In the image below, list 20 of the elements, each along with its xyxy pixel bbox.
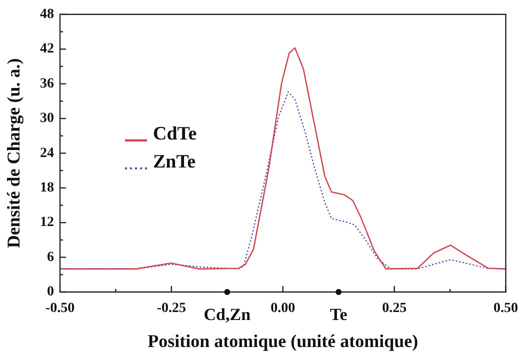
legend-label: ZnTe [153,151,196,172]
y-tick-label: 42 [40,42,54,57]
x-axis-title: Position atomique (unité atomique) [148,330,418,351]
x-tick-label: -0.50 [45,301,75,316]
y-axis-title: Densité de Charge (u. a.) [3,58,24,248]
x-tick-label: 0.25 [382,301,407,316]
y-tick-label: 0 [47,284,54,300]
y-tick-label: 12 [40,215,54,230]
y-tick-label: 30 [40,111,54,126]
annotation: Cd,Zn [204,304,252,324]
annotation: Te [330,304,348,324]
x-tick-label: -0.25 [156,301,186,316]
y-tick-label: 48 [40,7,54,22]
y-tick-label: 18 [40,180,54,196]
y-tick-label: 6 [47,250,54,265]
x-tick-label: 0.00 [270,301,296,316]
x-tick-label: 0.50 [494,301,518,316]
legend-label: CdTe [153,123,197,144]
y-tick-label: 36 [40,76,54,92]
y-tick-label: 24 [40,146,54,161]
